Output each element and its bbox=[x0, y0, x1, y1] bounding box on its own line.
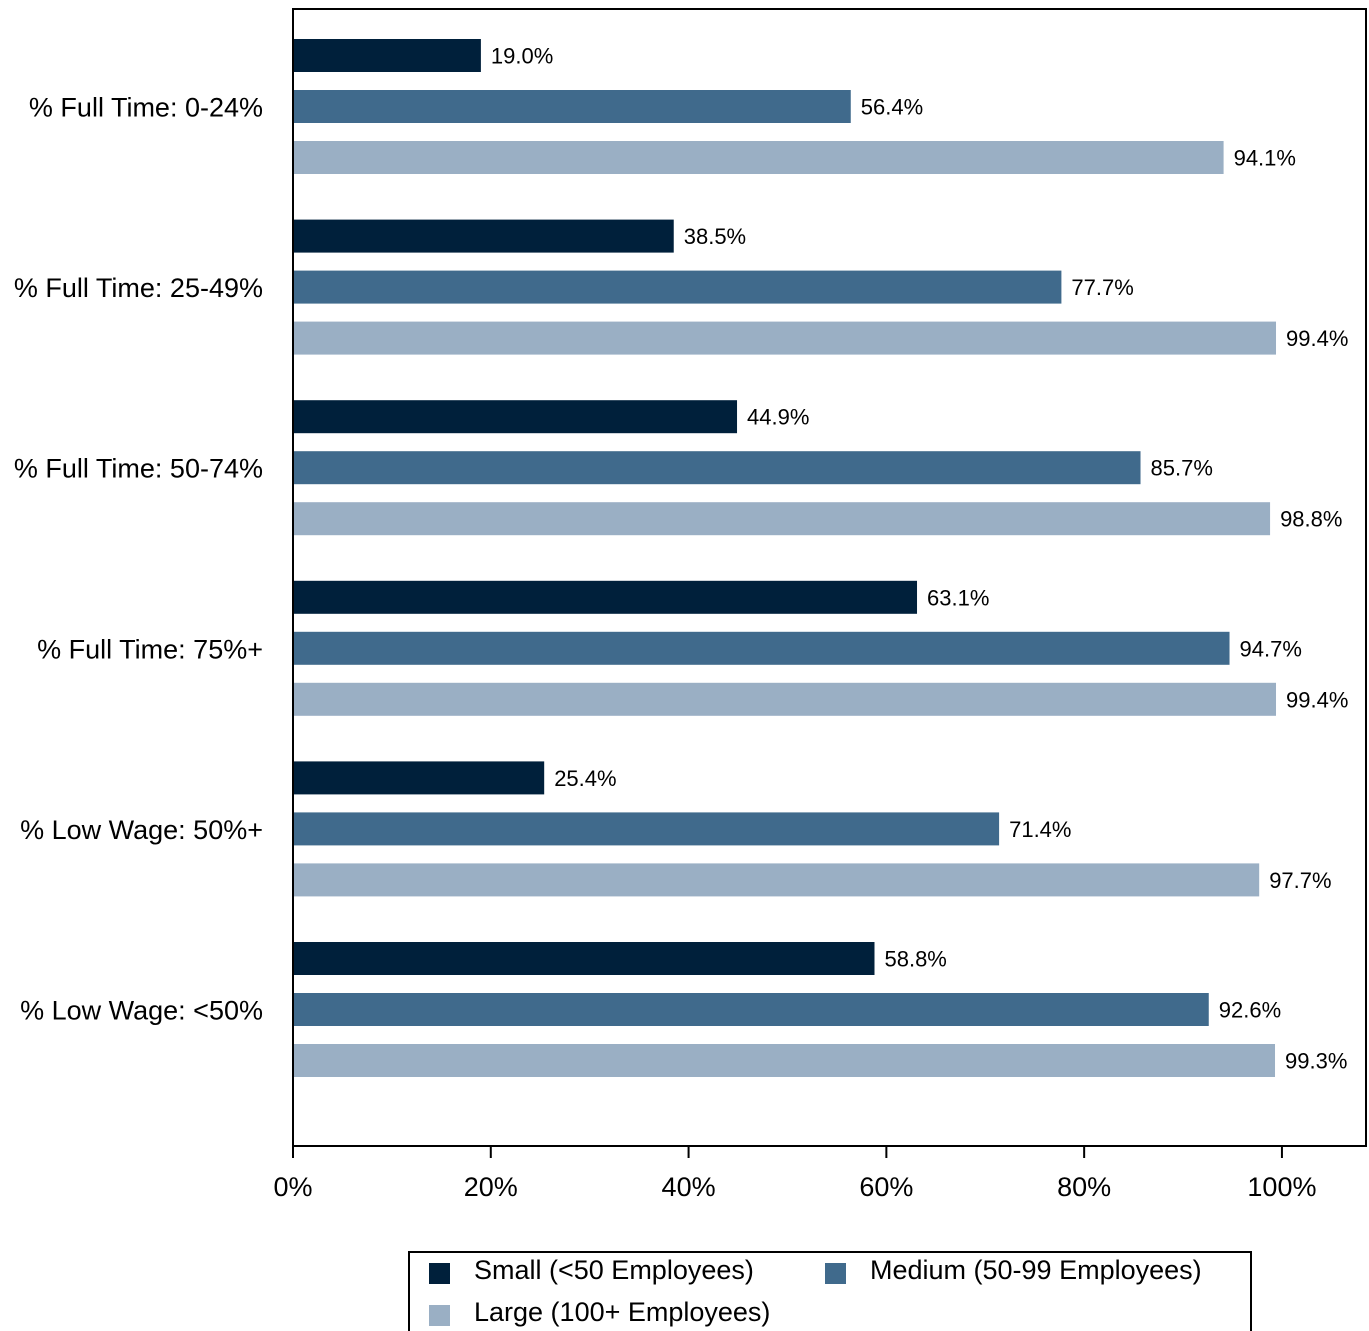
data-label: 94.7% bbox=[1240, 636, 1302, 661]
data-label: 19.0% bbox=[491, 44, 553, 69]
bar-medium-0 bbox=[294, 90, 851, 123]
x-tick-label: 80% bbox=[1057, 1172, 1111, 1202]
data-label: 99.4% bbox=[1286, 687, 1348, 712]
bar-small-1 bbox=[294, 219, 674, 253]
bar-large-1 bbox=[294, 321, 1277, 355]
legend: Small (<50 Employees) Medium (50-99 Emplo… bbox=[408, 1251, 1252, 1331]
legend-swatch bbox=[429, 1305, 450, 1326]
legend-label: Large (100+ Employees) bbox=[474, 1297, 770, 1327]
x-tick-label: 20% bbox=[464, 1172, 518, 1202]
bar-small-3 bbox=[294, 580, 918, 614]
data-label: 25.4% bbox=[554, 766, 616, 791]
legend-label: Small (<50 Employees) bbox=[474, 1255, 754, 1285]
bar-small-2 bbox=[294, 400, 738, 434]
data-label: 99.3% bbox=[1285, 1049, 1347, 1074]
category-label: % Full Time: 0-24% bbox=[29, 93, 263, 123]
bar-small-5 bbox=[294, 942, 875, 975]
data-label: 56.4% bbox=[861, 95, 923, 120]
data-label: 94.1% bbox=[1234, 146, 1296, 171]
category-label: % Full Time: 75%+ bbox=[37, 634, 263, 664]
data-label: 77.7% bbox=[1071, 275, 1133, 300]
x-tick-label: 40% bbox=[662, 1172, 716, 1202]
bar-large-2 bbox=[294, 502, 1271, 536]
legend-swatch bbox=[429, 1263, 450, 1284]
bar-small-0 bbox=[294, 39, 481, 72]
x-axis: 0% 20% 40% 60% 80% 100% bbox=[273, 1146, 1316, 1202]
data-label: 71.4% bbox=[1009, 817, 1071, 842]
x-tick-label: 60% bbox=[859, 1172, 913, 1202]
legend-label: Medium (50-99 Employees) bbox=[870, 1255, 1202, 1285]
data-label: 99.4% bbox=[1286, 326, 1348, 351]
bar-medium-4 bbox=[294, 812, 1000, 846]
x-tick-label: 100% bbox=[1247, 1172, 1316, 1202]
value-labels-layer: 19.0% 56.4% 94.1% 38.5% 77.7% 99.4% 44.9% 85.7%… bbox=[491, 44, 1348, 1074]
category-label: % Full Time: 25-49% bbox=[14, 273, 263, 303]
legend-swatch bbox=[825, 1263, 846, 1284]
category-labels-layer: % Full Time: 0-24% % Full Time: 25-49% % F… bbox=[14, 93, 263, 1026]
bar-medium-2 bbox=[294, 451, 1141, 485]
data-label: 44.9% bbox=[747, 405, 809, 430]
data-label: 92.6% bbox=[1219, 998, 1281, 1023]
category-label: % Low Wage: <50% bbox=[20, 996, 263, 1026]
plot-area-frame bbox=[292, 8, 1367, 1147]
bar-medium-5 bbox=[294, 993, 1209, 1026]
bar-medium-3 bbox=[294, 631, 1230, 665]
bar-medium-1 bbox=[294, 270, 1062, 304]
data-label: 85.7% bbox=[1151, 456, 1213, 481]
x-tick-label: 0% bbox=[273, 1172, 312, 1202]
category-label: % Full Time: 50-74% bbox=[14, 454, 263, 484]
bar-large-3 bbox=[294, 682, 1277, 716]
category-label: % Low Wage: 50%+ bbox=[20, 815, 263, 845]
data-label: 63.1% bbox=[927, 585, 989, 610]
data-label: 58.8% bbox=[884, 947, 946, 972]
data-label: 97.7% bbox=[1269, 868, 1331, 893]
bar-small-4 bbox=[294, 761, 545, 795]
bar-large-4 bbox=[294, 863, 1260, 897]
data-label: 98.8% bbox=[1280, 507, 1342, 532]
bar-large-0 bbox=[294, 141, 1224, 174]
bars-layer bbox=[294, 39, 1277, 1077]
bar-large-5 bbox=[294, 1044, 1276, 1077]
data-label: 38.5% bbox=[684, 224, 746, 249]
